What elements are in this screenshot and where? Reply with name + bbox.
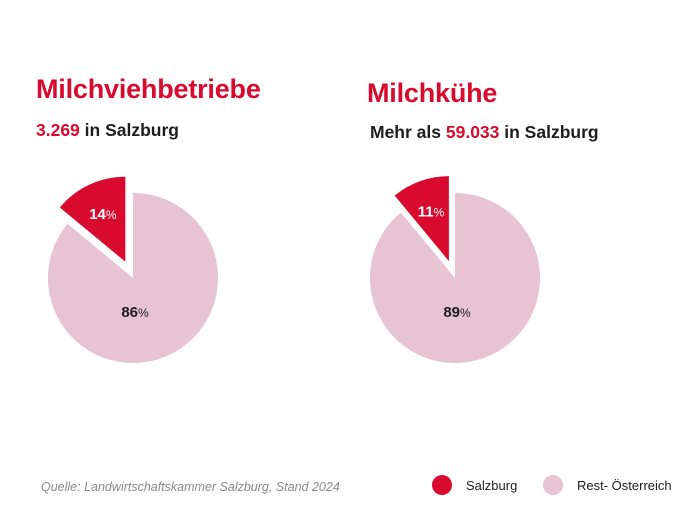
- data-label-salzburg: 14%: [89, 206, 117, 223]
- data-label-value: 14: [89, 206, 106, 223]
- legend-swatch-salzburg: [432, 475, 452, 495]
- pie-chart-betriebe: 14%86%: [47, 176, 218, 364]
- data-label-rest: 89%: [443, 304, 471, 321]
- subtitle-value: 59.033: [445, 122, 500, 142]
- data-label-percent: %: [460, 306, 471, 320]
- legend-item-salzburg: Salzburg: [432, 475, 517, 495]
- chart-title-betriebe: Milchviehbetriebe: [36, 74, 261, 104]
- data-label-percent: %: [138, 306, 149, 320]
- legend-swatch-rest: [543, 475, 563, 495]
- chart-title-kuehe: Milchkühe: [367, 78, 498, 108]
- pie-slice-salzburg: [394, 176, 449, 262]
- subtitle-suffix: in Salzburg: [499, 122, 599, 142]
- legend-label: Rest- Österreich: [577, 477, 672, 493]
- data-label-percent: %: [106, 208, 117, 222]
- subtitle-value: 3.269: [36, 120, 80, 140]
- data-label-rest: 86%: [121, 304, 149, 321]
- data-label-value: 89: [443, 304, 460, 321]
- data-label-value: 86: [121, 304, 138, 321]
- subtitle-prefix: Mehr als: [370, 122, 446, 142]
- pie-chart-kuehe: 11%89%: [370, 176, 540, 363]
- subtitle-suffix: in Salzburg: [79, 120, 179, 140]
- pie-slice-rest: [47, 193, 218, 364]
- legend-label: Salzburg: [466, 477, 518, 493]
- data-label-salzburg: 11%: [418, 203, 445, 220]
- pie-slice-salzburg: [59, 176, 126, 262]
- data-label-value: 11: [418, 203, 434, 220]
- data-label-percent: %: [434, 205, 445, 219]
- chart-subtitle-kuehe: Mehr als 59.033 in Salzburg: [370, 122, 599, 143]
- chart-subtitle-betriebe: 3.269 in Salzburg: [36, 120, 179, 141]
- legend-item-rest: Rest- Österreich: [543, 475, 672, 495]
- source-note: Quelle: Landwirtschaftskammer Salzburg, …: [41, 480, 340, 494]
- pie-slice-rest: [370, 193, 540, 363]
